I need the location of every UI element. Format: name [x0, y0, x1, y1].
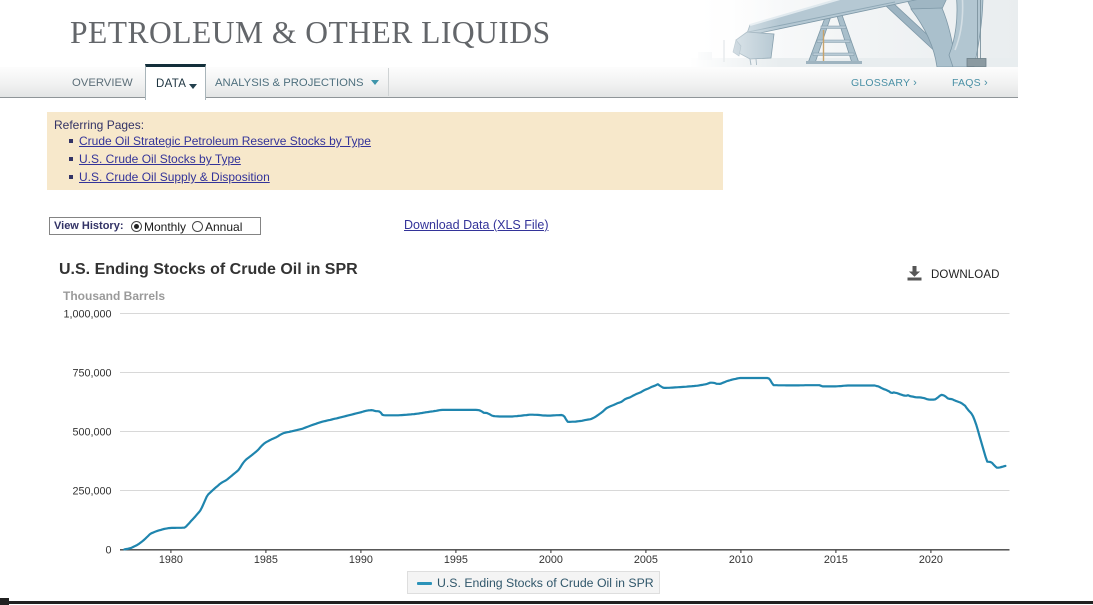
svg-text:500,000: 500,000: [72, 426, 111, 438]
svg-text:2015: 2015: [824, 554, 848, 566]
svg-text:2005: 2005: [634, 554, 658, 566]
svg-text:1990: 1990: [349, 554, 373, 566]
svg-text:2010: 2010: [729, 554, 753, 566]
svg-text:1985: 1985: [254, 554, 278, 566]
svg-text:750,000: 750,000: [72, 367, 111, 379]
svg-text:1,000,000: 1,000,000: [63, 308, 111, 320]
svg-text:2020: 2020: [919, 554, 943, 566]
svg-text:1980: 1980: [159, 554, 183, 566]
svg-text:250,000: 250,000: [72, 485, 111, 497]
svg-text:1995: 1995: [444, 554, 468, 566]
svg-text:0: 0: [105, 544, 111, 556]
svg-text:2000: 2000: [539, 554, 563, 566]
